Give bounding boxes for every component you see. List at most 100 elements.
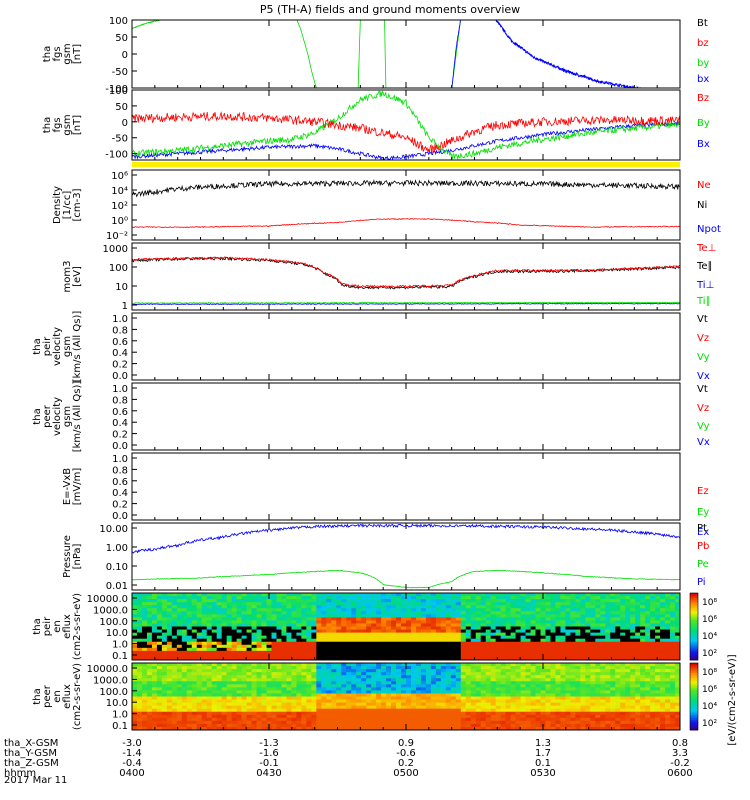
- y-axis-label-9: tha peer en eflux (cm2-s-sr-eV): [32, 663, 83, 730]
- y-tick-label: 0: [122, 50, 128, 61]
- y-tick-label: 0.2: [112, 430, 128, 441]
- y-tick-label: -100: [105, 150, 128, 161]
- legend-vt: Vt: [697, 384, 708, 395]
- y-axis-label-0: tha fgs gsm [nT]: [42, 43, 83, 64]
- y-tick-label: -50: [112, 67, 128, 78]
- legend-pt: Pt: [697, 523, 707, 534]
- series-bx: [451, 20, 461, 88]
- y-axis-label-line: [nPa]: [72, 543, 83, 569]
- panel-frame-5: [131, 382, 681, 451]
- spectrogram-8: [132, 593, 681, 661]
- y-tick-label: 10⁴: [111, 186, 128, 197]
- x-tick-label: 0500: [393, 768, 418, 779]
- y-axis-label-line: eflux: [62, 684, 73, 709]
- y-axis-label-line: peir: [42, 336, 53, 356]
- y-tick-label: 0.4: [112, 418, 128, 429]
- panel-frame-6: [131, 452, 681, 521]
- series-by: [383, 20, 387, 88]
- y-axis-label-line: en: [52, 690, 63, 703]
- y-tick-label: 10²: [111, 201, 128, 212]
- y-axis-label-2: Density [1/cc] [cm-3]: [52, 186, 83, 224]
- y-tick-label: 10.0: [106, 698, 128, 709]
- y-axis-label-line: mom3: [62, 261, 73, 293]
- panel-frame-3: [131, 242, 681, 311]
- y-tick-label: 10⁰: [111, 216, 128, 227]
- x-tick-label: -0.4: [122, 758, 142, 769]
- legend-vx: Vx: [697, 371, 710, 382]
- x-tick-label: 0.9: [398, 738, 414, 749]
- legend-ti∥: Ti∥: [696, 296, 711, 307]
- y-axis-label-line: en: [52, 620, 63, 633]
- y-tick-label: 10000.0: [87, 664, 128, 675]
- legend-ni: Ni: [697, 200, 707, 211]
- y-axis-label-line: gsm: [62, 114, 73, 135]
- colorbar-tick-label: 10⁸: [702, 598, 717, 608]
- x-tick-label: 0530: [530, 768, 555, 779]
- y-tick-label: 10⁻²: [106, 231, 128, 242]
- y-tick-label: 10.0: [106, 628, 128, 639]
- y-axis-label-line: gsm: [62, 406, 73, 427]
- legend-ti⊥: Ti⊥: [696, 280, 714, 291]
- y-tick-label: 0.0: [112, 441, 128, 452]
- legend-bx: bx: [697, 74, 709, 85]
- colorbar-label-text: [eV/(cm2-s-sr-eV)]: [727, 654, 738, 745]
- series-ti∥: [132, 301, 680, 304]
- date-label: 2017 Mar 11: [4, 775, 67, 786]
- y-axis-label-line: fgs: [52, 117, 63, 132]
- x-tick-label: 0.8: [672, 738, 688, 749]
- legend-by: by: [697, 58, 709, 69]
- legend-bz: Bz: [697, 93, 709, 104]
- y-axis-label-line: eflux: [62, 614, 73, 639]
- panel-frame-7: [131, 522, 681, 591]
- y-tick-label: 100: [109, 16, 128, 27]
- legend-ne: Ne: [697, 180, 711, 191]
- series-ne: [132, 218, 680, 229]
- x-tick-label: -1.3: [259, 738, 279, 749]
- x-row-label: tha_Y-GSM: [4, 748, 57, 759]
- x-tick-label: -0.6: [396, 748, 416, 759]
- y-tick-label: 0.1: [112, 721, 128, 732]
- colorbar-label: [eV/(cm2-s-sr-eV)]: [727, 654, 738, 745]
- series-te⊥: [132, 256, 680, 289]
- y-axis-label-8: tha peir en eflux (cm2-s-sr-eV): [32, 593, 83, 660]
- legend-bt: Bt: [697, 18, 708, 29]
- legend-pi: Pi: [697, 577, 706, 588]
- series-by: [132, 20, 161, 30]
- x-tick-label: -0.2: [670, 758, 690, 769]
- y-axis-label-line: fgs: [52, 46, 63, 61]
- y-tick-label: 1.0: [112, 454, 128, 465]
- colorbar-tick-label: 10⁴: [702, 632, 717, 642]
- y-axis-label-1: tha fgs gsm [nT]: [42, 114, 83, 135]
- y-tick-label: 0.2: [112, 360, 128, 371]
- y-tick-label: 1.0: [112, 314, 128, 325]
- y-tick-label: 10⁶: [111, 171, 128, 182]
- y-tick-label: -100: [105, 84, 128, 95]
- legend-npot: Npot: [697, 224, 721, 235]
- legend-te∥: Te∥: [696, 261, 713, 272]
- y-tick-label: 100: [109, 263, 128, 274]
- y-tick-label: 100.0: [99, 617, 128, 628]
- y-axis-label-line: [km/s (All Qs)]: [72, 311, 83, 383]
- x-tick-label: 0400: [119, 768, 144, 779]
- y-axis-label-line: velocity: [52, 327, 63, 366]
- colorbar-tick-label: 10⁸: [702, 668, 717, 678]
- y-axis-label-line: [nT]: [72, 44, 83, 64]
- y-axis-label-line: tha: [32, 408, 43, 424]
- y-tick-label: 0.10: [106, 562, 128, 573]
- y-axis-label-line: Density: [52, 186, 63, 224]
- y-tick-label: 1.0: [112, 384, 128, 395]
- legend-vy: Vy: [697, 352, 710, 363]
- x-tick-label: 1.7: [535, 748, 551, 759]
- y-tick-label: 0.1: [112, 651, 128, 662]
- series-bx: [495, 20, 647, 88]
- y-tick-label: 50: [115, 102, 128, 113]
- y-axis-label-6: E=-VxB [mV/m]: [62, 468, 83, 506]
- colorbar: [689, 662, 699, 731]
- y-tick-label: 0.6: [112, 477, 128, 488]
- y-axis-label-line: tha: [42, 46, 53, 62]
- y-tick-label: -50: [112, 134, 128, 145]
- x-tick-label: -1.6: [259, 748, 279, 759]
- y-tick-label: 1000.0: [93, 605, 128, 616]
- x-tick-label: 0600: [667, 768, 692, 779]
